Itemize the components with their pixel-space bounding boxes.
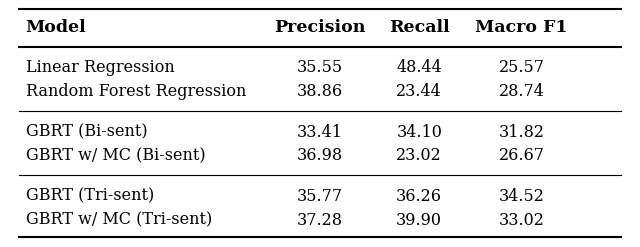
Text: GBRT w/ MC (Bi-sent): GBRT w/ MC (Bi-sent) [26, 147, 205, 165]
Text: 37.28: 37.28 [297, 211, 343, 228]
Text: 38.86: 38.86 [297, 83, 343, 101]
Text: 28.74: 28.74 [499, 83, 545, 101]
Text: Recall: Recall [389, 20, 449, 37]
Text: 35.55: 35.55 [297, 60, 343, 77]
Text: 23.44: 23.44 [396, 83, 442, 101]
Text: 33.41: 33.41 [297, 124, 343, 141]
Text: 23.02: 23.02 [396, 147, 442, 165]
Text: Random Forest Regression: Random Forest Regression [26, 83, 246, 101]
Text: 36.98: 36.98 [297, 147, 343, 165]
Text: 39.90: 39.90 [396, 211, 442, 228]
Text: GBRT (Tri-sent): GBRT (Tri-sent) [26, 187, 154, 205]
Text: 26.67: 26.67 [499, 147, 545, 165]
Text: 33.02: 33.02 [499, 211, 545, 228]
Text: GBRT w/ MC (Tri-sent): GBRT w/ MC (Tri-sent) [26, 211, 212, 228]
Text: 36.26: 36.26 [396, 187, 442, 205]
Text: 48.44: 48.44 [396, 60, 442, 77]
Text: Macro F1: Macro F1 [476, 20, 568, 37]
Text: 25.57: 25.57 [499, 60, 545, 77]
Text: 35.77: 35.77 [297, 187, 343, 205]
Text: Linear Regression: Linear Regression [26, 60, 174, 77]
Text: 34.10: 34.10 [396, 124, 442, 141]
Text: 31.82: 31.82 [499, 124, 545, 141]
Text: Precision: Precision [275, 20, 365, 37]
Text: GBRT (Bi-sent): GBRT (Bi-sent) [26, 124, 147, 141]
Text: 34.52: 34.52 [499, 187, 545, 205]
Text: Model: Model [26, 20, 86, 37]
